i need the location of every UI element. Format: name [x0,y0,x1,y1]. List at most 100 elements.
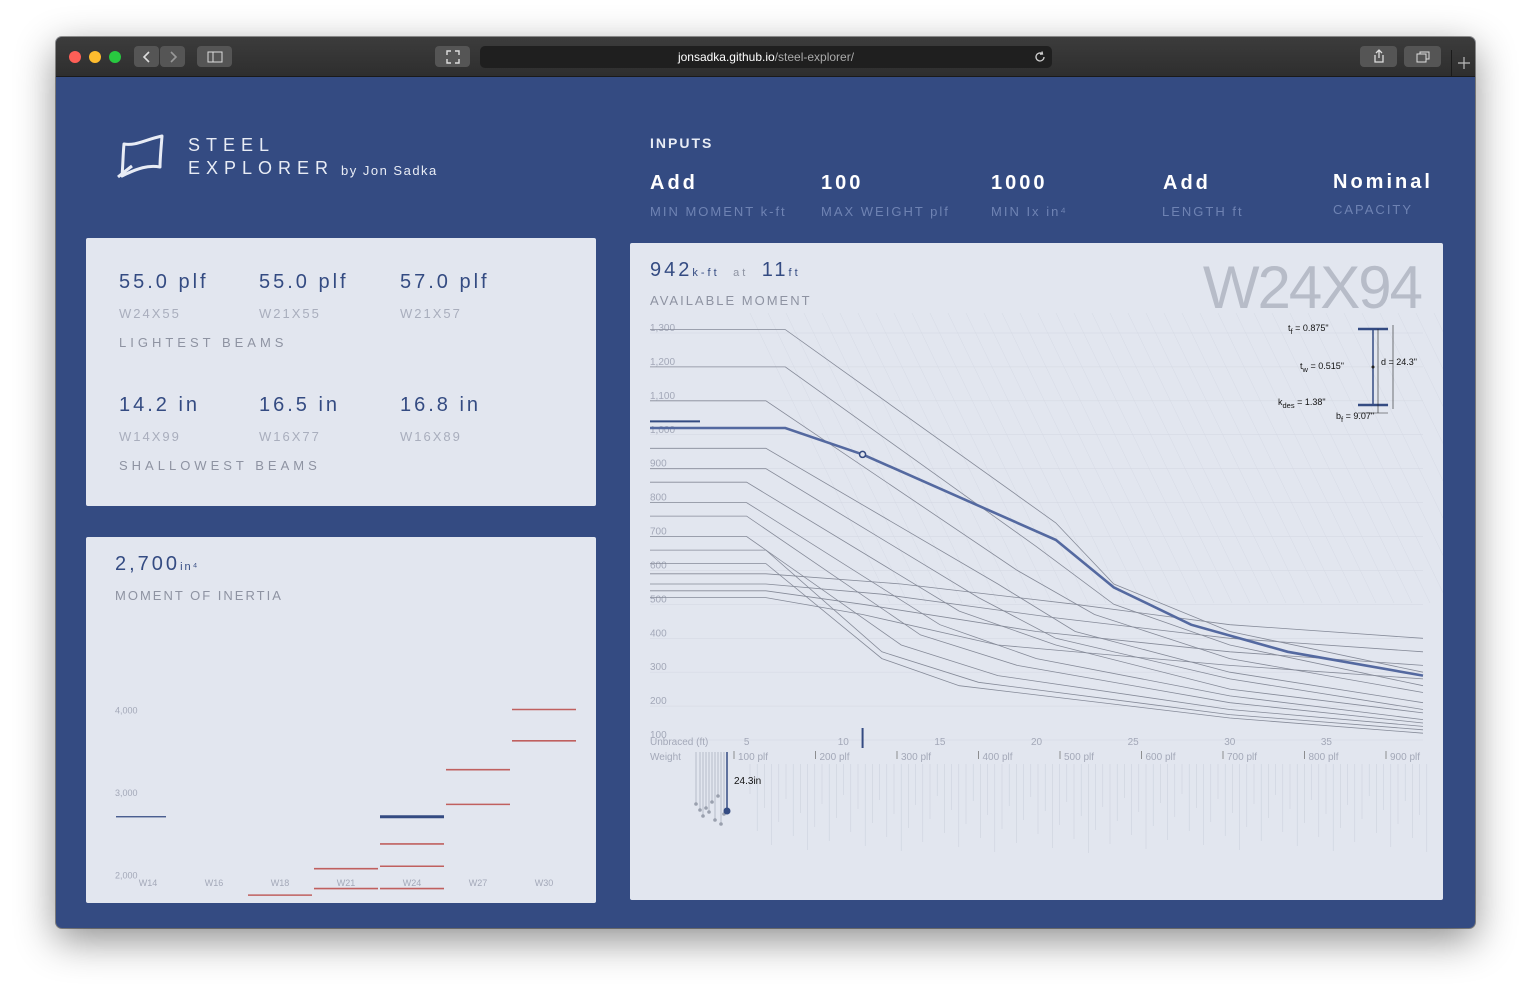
moment-background-hatch [1217,312,1359,604]
moment-background-hatch [929,312,1071,604]
moment-y-tick: 1,000 [650,425,675,436]
moment-background-hatch [1343,312,1443,519]
shallowest-beam-name[interactable]: W16X77 [259,429,321,444]
moment-background-hatch [839,312,981,604]
shallowest-beam-name[interactable]: W14X99 [119,429,181,444]
moment-beam-curve [650,583,1424,653]
input-value[interactable]: Add [1163,172,1211,194]
inertia-number: 2,700 [115,553,181,575]
input-value[interactable]: 1000 [991,172,1048,194]
input-value[interactable]: 100 [821,172,864,194]
moment-background-hatch [1145,312,1287,604]
moment-background-hatch [1235,312,1377,604]
weight-tick: 400 plf [983,752,1013,763]
moment-length: 11 [761,259,789,281]
moment-x-tick: 30 [1224,737,1236,748]
inertia-y-tick: 3,000 [115,788,138,798]
weight-depth-dot [694,802,698,806]
section-d-label: d = 24.3" [1381,357,1417,367]
reload-icon[interactable] [1034,51,1046,63]
inertia-x-tick: W27 [469,878,488,888]
chevron-right-icon [169,51,177,63]
sidebar-icon [207,51,222,63]
moment-background-hatch [1181,312,1323,604]
shallowest-beam-name[interactable]: W16X89 [400,429,462,444]
tabs-overview-button[interactable] [1404,46,1441,67]
moment-background-hatch [1415,312,1443,370]
url-host: jonsadka.github.io [677,50,775,64]
browser-window: jonsadka.github.io/steel-explorer/ STEEL… [56,37,1475,928]
moment-beam-curve [650,329,1424,673]
available-moment-chart[interactable]: 1,300 1,200 1,100 1,000 900 800 700 600 500 400 30… [630,243,1443,900]
shallowest-beam-depth: 16.5 in [259,394,341,416]
input-label-text: MAX WEIGHT [821,204,925,219]
input-unit: k-ft [760,204,787,219]
inertia-x-tick: W21 [337,878,356,888]
back-button[interactable] [134,46,159,67]
zoom-window-button[interactable] [109,51,121,63]
input-label: CAPACITY [1333,202,1414,217]
moment-background-hatch [1289,312,1431,604]
moment-beam-curve [650,515,1424,724]
new-tab-button[interactable] [1451,50,1475,76]
weight-depth-dot [704,806,708,810]
moment-background-hatch [1379,312,1443,445]
inertia-y-tick: 4,000 [115,706,138,716]
moment-background-hatch [1397,312,1443,407]
moment-beam-curve [650,590,1424,666]
weight-axis-label: Weight [650,752,681,763]
app-content: STEEL EXPLORER by Jon Sadka INPUTS Add M… [56,77,1475,928]
moment-beam-curve [650,447,1424,704]
minimize-window-button[interactable] [89,51,101,63]
available-moment-card: 1,300 1,200 1,100 1,000 900 800 700 600 500 400 30… [630,243,1443,900]
section-tf-label: tf = 0.875" [1288,323,1329,336]
input-label: MIN MOMENT k-ft [650,204,787,219]
weight-tick: 700 plf [1227,752,1257,763]
inertia-x-tick: W16 [205,878,224,888]
sidebar-toggle-button[interactable] [197,46,232,67]
moment-selected-curve [650,426,1424,677]
moment-y-tick: 900 [650,459,667,470]
close-window-button[interactable] [69,51,81,63]
moment-x-tick: 35 [1321,737,1333,748]
moment-background-hatch [983,312,1125,604]
weight-tick: 900 plf [1390,752,1420,763]
moment-y-tick: 300 [650,662,667,673]
weight-depth-dot [698,808,702,812]
moment-background-hatch [1001,312,1143,604]
moment-background-hatch [1307,312,1443,594]
share-button[interactable] [1360,46,1397,67]
moment-beam-curve [650,502,1424,720]
moment-beam-curve [650,481,1424,714]
input-value[interactable]: Add [650,172,698,194]
moment-x-tick: 20 [1031,737,1043,748]
beams-summary-card: 55.0 plf W24X55 55.0 plf W21X55 57.0 plf… [86,238,596,506]
url-path: /steel-explorer/ [774,50,855,64]
moment-background-hatch [911,312,1053,604]
moment-y-tick: 700 [650,527,667,538]
inertia-x-tick: W30 [535,878,554,888]
moment-x-tick: 5 [744,737,750,748]
input-value[interactable]: Nominal [1333,171,1433,193]
input-label: LENGTH ft [1162,204,1244,219]
forward-button[interactable] [160,46,185,67]
moment-beam-curve [650,597,1424,680]
moment-background-hatch [1325,312,1443,556]
lightest-beam-name[interactable]: W21X57 [400,306,462,321]
section-bf: 9.07" [1353,411,1375,421]
inertia-caption: MOMENT OF INERTIA [115,588,283,603]
section-kdes-label: kdes = 1.38" [1278,397,1326,410]
moment-background-hatch [893,312,1035,604]
share-icon [1373,49,1384,63]
weight-depth-dot [701,814,705,818]
fullscreen-button[interactable] [435,46,470,67]
moment-beam-curve [650,468,1424,710]
lightest-beam-name[interactable]: W24X55 [119,306,181,321]
moment-beam-curve [650,549,1424,731]
address-bar[interactable]: jonsadka.github.io/steel-explorer/ [480,46,1052,68]
lightest-beam-name[interactable]: W21X55 [259,306,321,321]
inertia-y-tick: 2,000 [115,871,138,881]
weight-tick: 500 plf [1064,752,1094,763]
moment-background-hatch [1433,312,1443,333]
